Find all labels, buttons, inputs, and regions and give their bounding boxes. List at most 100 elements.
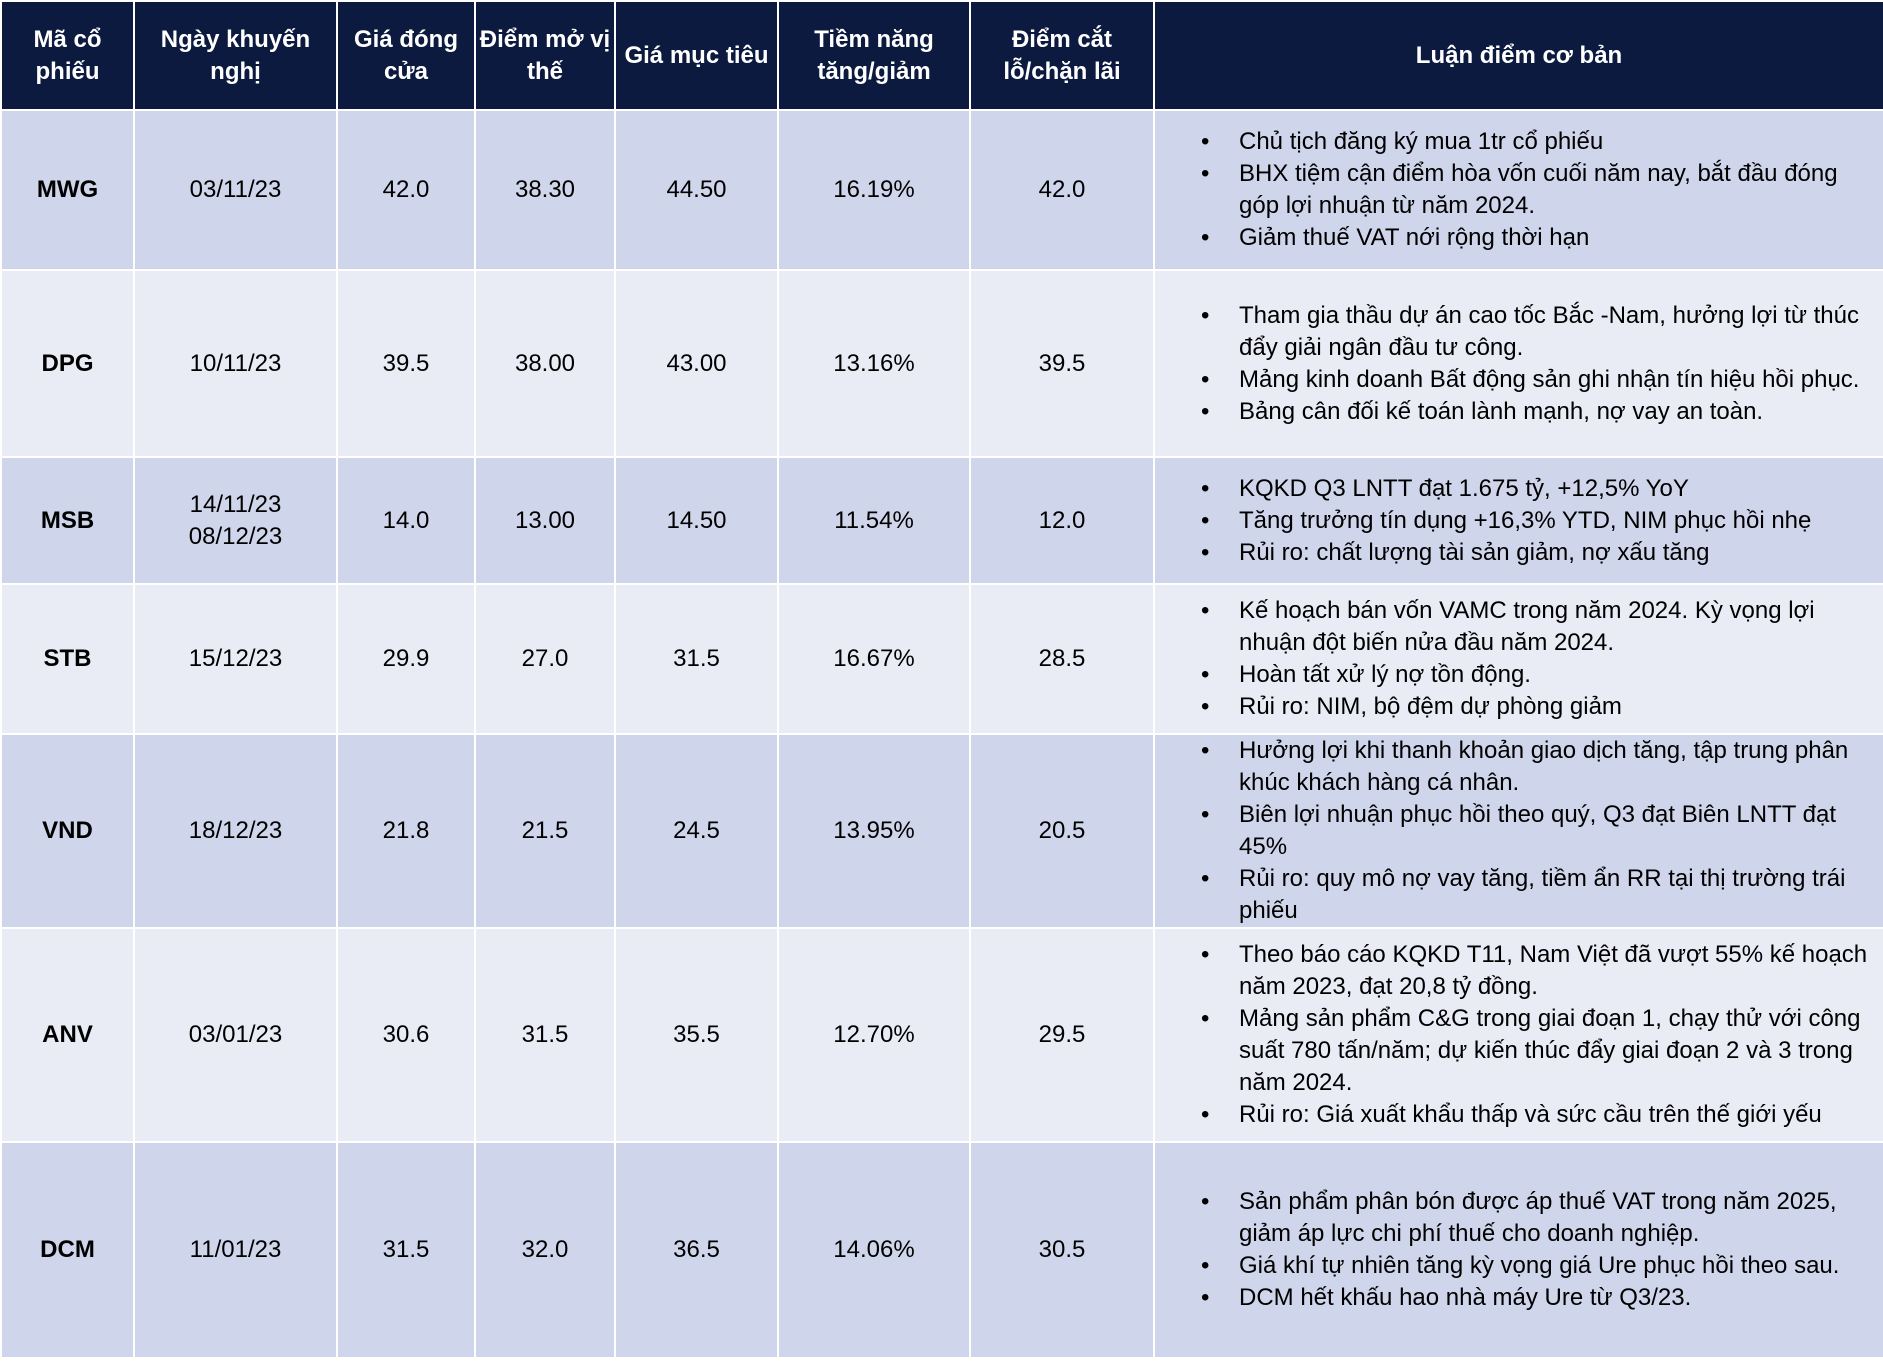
bullet-icon: • bbox=[1201, 1284, 1210, 1311]
table-row: VND 18/12/23 21.8 21.5 24.5 13.95% 20.5 • Hưởng … bbox=[0, 733, 1883, 929]
bullet-icon: • bbox=[1201, 941, 1210, 968]
cell-recommend-date: 03/11/23 bbox=[133, 109, 338, 271]
thesis-item: • Sản phẩm phân bón được áp thuế VAT tron… bbox=[1179, 1186, 1877, 1250]
recommend-date: 15/12/23 bbox=[188, 645, 283, 672]
thesis-list: • Tham gia thầu dự án cao tốc Bắc -Nam, h… bbox=[1179, 300, 1877, 428]
thesis-item: • Hưởng lợi khi thanh khoản giao dịch tăn… bbox=[1179, 735, 1877, 799]
thesis-text: Tăng trưởng tín dụng +16,3% YTD, NIM phụ… bbox=[1239, 506, 1812, 534]
header-stop-loss: Điểm cắt lỗ/chặn lãi bbox=[969, 0, 1155, 111]
bullet-icon: • bbox=[1201, 474, 1210, 502]
cell-stop-loss: 28.5 bbox=[969, 583, 1155, 735]
cell-target-price: 43.00 bbox=[614, 269, 779, 458]
thesis-list: • Sản phẩm phân bón được áp thuế VAT tron… bbox=[1179, 1186, 1877, 1314]
bullet-icon: • bbox=[1201, 397, 1210, 425]
thesis-item: • DCM hết khấu hao nhà máy Ure từ Q3/23. bbox=[1179, 1282, 1877, 1314]
header-target-price: Giá mục tiêu bbox=[614, 0, 779, 111]
cell-close-price: 31.5 bbox=[336, 1141, 476, 1359]
cell-entry-point: 21.5 bbox=[474, 733, 616, 929]
table-row: MWG 03/11/23 42.0 38.30 44.50 16.19% 42.0 • Chủ … bbox=[0, 109, 1883, 271]
thesis-item: • Kế hoạch bán vốn VAMC trong năm 2024. K… bbox=[1179, 595, 1877, 659]
header-upside: Tiềm năng tăng/giảm bbox=[777, 0, 971, 111]
header-entry-point: Điểm mở vị thế bbox=[474, 0, 616, 111]
bullet-icon: • bbox=[1201, 1252, 1210, 1279]
cell-target-price: 36.5 bbox=[614, 1141, 779, 1359]
cell-ticker: MSB bbox=[0, 456, 135, 585]
cell-entry-point: 27.0 bbox=[474, 583, 616, 735]
thesis-item: • BHX tiệm cận điểm hòa vốn cuối năm nay,… bbox=[1179, 158, 1877, 222]
bullet-icon: • bbox=[1201, 538, 1210, 566]
thesis-item: • Biên lợi nhuận phục hồi theo quý, Q3 đạ… bbox=[1179, 799, 1877, 863]
thesis-item: • Giá khí tự nhiên tăng kỳ vọng giá Ure p… bbox=[1179, 1250, 1877, 1282]
thesis-text: Biên lợi nhuận phục hồi theo quý, Q3 đạt… bbox=[1239, 801, 1837, 860]
cell-close-price: 30.6 bbox=[336, 927, 476, 1143]
thesis-text: Mảng kinh doanh Bất động sản ghi nhận tí… bbox=[1239, 365, 1860, 393]
thesis-item: • Tăng trưởng tín dụng +16,3% YTD, NIM ph… bbox=[1179, 505, 1877, 537]
thesis-item: • Hoàn tất xử lý nợ tồn động. bbox=[1179, 659, 1877, 691]
cell-stop-loss: 42.0 bbox=[969, 109, 1155, 271]
cell-thesis: • Chủ tịch đăng ký mua 1tr cổ phiếu • BHX t… bbox=[1153, 109, 1883, 271]
cell-close-price: 39.5 bbox=[336, 269, 476, 458]
cell-stop-loss: 30.5 bbox=[969, 1141, 1155, 1359]
cell-target-price: 35.5 bbox=[614, 927, 779, 1143]
bullet-icon: • bbox=[1201, 597, 1210, 624]
cell-ticker: DPG bbox=[0, 269, 135, 458]
recommend-date: 08/12/23 bbox=[188, 522, 283, 550]
thesis-text: Hưởng lợi khi thanh khoản giao dịch tăng… bbox=[1239, 737, 1849, 796]
bullet-icon: • bbox=[1201, 693, 1210, 720]
cell-stop-loss: 39.5 bbox=[969, 269, 1155, 458]
cell-ticker: STB bbox=[0, 583, 135, 735]
bullet-icon: • bbox=[1201, 224, 1210, 251]
bullet-icon: • bbox=[1201, 365, 1210, 393]
cell-thesis: • KQKD Q3 LNTT đạt 1.675 tỷ, +12,5% YoY • T… bbox=[1153, 456, 1883, 585]
table-row: DCM 11/01/23 31.5 32.0 36.5 14.06% 30.5 • Sản ph… bbox=[0, 1141, 1883, 1359]
thesis-item: • Rủi ro: NIM, bộ đệm dự phòng giảm bbox=[1179, 691, 1877, 723]
thesis-text: Theo báo cáo KQKD T11, Nam Việt đã vượt … bbox=[1239, 941, 1868, 1000]
header-close-price: Giá đóng cửa bbox=[336, 0, 476, 111]
header-ticker: Mã cổ phiếu bbox=[0, 0, 135, 111]
recommend-date: 18/12/23 bbox=[188, 817, 283, 844]
cell-upside: 11.54% bbox=[777, 456, 971, 585]
cell-close-price: 21.8 bbox=[336, 733, 476, 929]
header-thesis: Luận điểm cơ bản bbox=[1153, 0, 1883, 111]
bullet-icon: • bbox=[1201, 1188, 1210, 1215]
bullet-icon: • bbox=[1201, 301, 1210, 329]
thesis-text: Bảng cân đối kế toán lành mạnh, nợ vay a… bbox=[1239, 397, 1764, 425]
cell-recommend-date: 10/11/23 bbox=[133, 269, 338, 458]
thesis-text: Chủ tịch đăng ký mua 1tr cổ phiếu bbox=[1239, 128, 1604, 155]
bullet-icon: • bbox=[1201, 128, 1210, 155]
thesis-text: Giảm thuế VAT nới rộng thời hạn bbox=[1239, 224, 1590, 251]
table-row: DPG 10/11/23 39.5 38.00 43.00 13.16% 39.5 • Tham… bbox=[0, 269, 1883, 458]
thesis-text: KQKD Q3 LNTT đạt 1.675 tỷ, +12,5% YoY bbox=[1239, 474, 1689, 502]
bullet-icon: • bbox=[1201, 661, 1210, 688]
cell-thesis: • Hưởng lợi khi thanh khoản giao dịch tăn… bbox=[1153, 733, 1883, 929]
cell-close-price: 14.0 bbox=[336, 456, 476, 585]
thesis-item: • Theo báo cáo KQKD T11, Nam Việt đã vượt… bbox=[1179, 939, 1877, 1003]
table-header-row: Mã cổ phiếu Ngày khuyến nghị Giá đóng cử… bbox=[0, 0, 1883, 111]
thesis-list: • KQKD Q3 LNTT đạt 1.675 tỷ, +12,5% YoY • T… bbox=[1179, 473, 1877, 569]
cell-target-price: 31.5 bbox=[614, 583, 779, 735]
cell-thesis: • Sản phẩm phân bón được áp thuế VAT tron… bbox=[1153, 1141, 1883, 1359]
thesis-list: • Chủ tịch đăng ký mua 1tr cổ phiếu • BHX t… bbox=[1179, 126, 1877, 254]
cell-upside: 16.67% bbox=[777, 583, 971, 735]
cell-ticker: DCM bbox=[0, 1141, 135, 1359]
recommend-date: 14/11/23 bbox=[189, 490, 282, 518]
cell-target-price: 24.5 bbox=[614, 733, 779, 929]
cell-stop-loss: 29.5 bbox=[969, 927, 1155, 1143]
thesis-item: • Rủi ro: quy mô nợ vay tăng, tiềm ẩn RR … bbox=[1179, 863, 1877, 927]
cell-stop-loss: 12.0 bbox=[969, 456, 1155, 585]
cell-entry-point: 13.00 bbox=[474, 456, 616, 585]
bullet-icon: • bbox=[1201, 737, 1210, 764]
thesis-item: • Rủi ro: Giá xuất khẩu thấp và sức cầu t… bbox=[1179, 1099, 1877, 1131]
thesis-item: • Rủi ro: chất lượng tài sản giảm, nợ xấu… bbox=[1179, 537, 1877, 569]
cell-entry-point: 32.0 bbox=[474, 1141, 616, 1359]
thesis-item: • Mảng sản phẩm C&G trong giai đoạn 1, ch… bbox=[1179, 1003, 1877, 1099]
thesis-text: Giá khí tự nhiên tăng kỳ vọng giá Ure ph… bbox=[1239, 1252, 1840, 1279]
cell-close-price: 29.9 bbox=[336, 583, 476, 735]
cell-ticker: VND bbox=[0, 733, 135, 929]
bullet-icon: • bbox=[1201, 506, 1210, 534]
thesis-text: Mảng sản phẩm C&G trong giai đoạn 1, chạ… bbox=[1239, 1005, 1861, 1096]
thesis-text: Hoàn tất xử lý nợ tồn động. bbox=[1239, 661, 1531, 688]
cell-ticker: MWG bbox=[0, 109, 135, 271]
cell-target-price: 44.50 bbox=[614, 109, 779, 271]
